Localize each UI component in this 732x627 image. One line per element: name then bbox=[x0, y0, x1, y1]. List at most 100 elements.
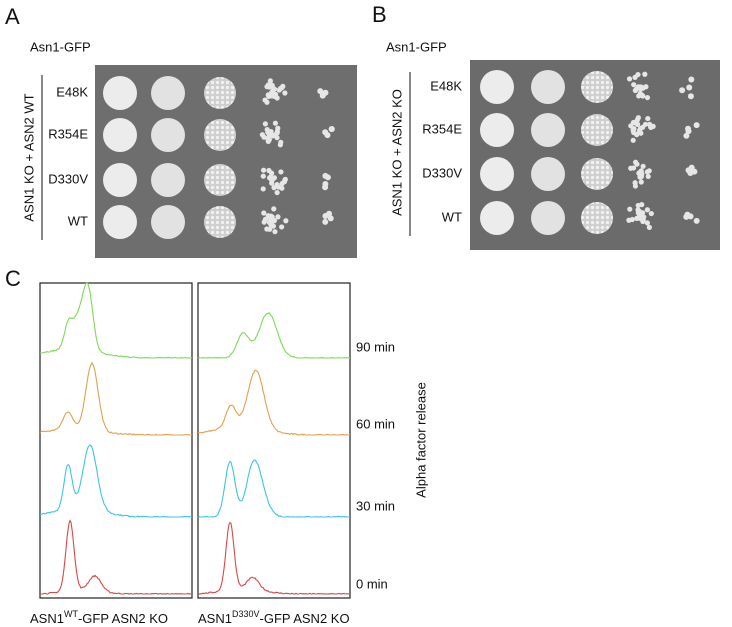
colony bbox=[631, 82, 637, 88]
axis-label: Alpha factor release bbox=[413, 382, 428, 498]
colony bbox=[631, 129, 637, 136]
colony bbox=[627, 206, 633, 212]
colony bbox=[268, 130, 274, 137]
row-label: R354E bbox=[48, 126, 88, 141]
histogram-curve bbox=[39, 361, 193, 436]
colony bbox=[269, 177, 276, 183]
time-label: 90 min bbox=[356, 339, 395, 354]
colony bbox=[644, 220, 650, 226]
time-label: 0 min bbox=[356, 576, 388, 591]
colony bbox=[262, 97, 268, 103]
colony bbox=[322, 218, 329, 225]
colony bbox=[644, 94, 651, 101]
colony bbox=[645, 115, 651, 122]
spot bbox=[480, 201, 514, 235]
spot bbox=[531, 113, 565, 147]
colony bbox=[322, 181, 329, 188]
colony bbox=[276, 87, 282, 93]
colony bbox=[630, 119, 637, 126]
colony bbox=[319, 92, 326, 99]
colony bbox=[687, 93, 694, 100]
colony bbox=[645, 173, 651, 180]
spot bbox=[103, 118, 137, 152]
colony bbox=[640, 163, 646, 169]
colony bbox=[274, 189, 280, 196]
colony bbox=[638, 130, 644, 136]
column-label: ASN1WT-GFP ASN2 KO bbox=[30, 609, 168, 626]
colony bbox=[322, 213, 329, 220]
spot bbox=[480, 157, 514, 191]
colony bbox=[266, 167, 272, 174]
colony bbox=[686, 84, 693, 91]
colony bbox=[646, 224, 652, 231]
label-prefix: ASN1 bbox=[198, 611, 232, 626]
colony bbox=[272, 120, 279, 126]
spot bbox=[204, 206, 236, 238]
colony bbox=[275, 184, 282, 190]
time-label: 30 min bbox=[356, 498, 395, 513]
colony bbox=[260, 173, 266, 179]
colony bbox=[283, 218, 289, 224]
spot bbox=[531, 201, 565, 235]
spot bbox=[581, 114, 613, 146]
histogram-curve bbox=[40, 444, 192, 518]
colony bbox=[278, 169, 284, 175]
colony bbox=[638, 179, 644, 185]
colony bbox=[280, 83, 286, 89]
spot bbox=[204, 119, 236, 151]
time-label: 60 min bbox=[356, 416, 395, 431]
colony bbox=[634, 161, 640, 167]
colony bbox=[634, 117, 640, 123]
histogram-curve bbox=[198, 369, 351, 436]
colony bbox=[282, 176, 288, 182]
colony bbox=[260, 186, 266, 192]
colony bbox=[632, 180, 638, 186]
spot bbox=[480, 113, 514, 147]
row-label: D330V bbox=[48, 171, 88, 186]
colony bbox=[630, 137, 636, 143]
colony bbox=[644, 169, 650, 175]
spot bbox=[480, 70, 514, 104]
label-prefix: ASN1 bbox=[30, 611, 64, 626]
colony bbox=[693, 122, 700, 129]
colony bbox=[644, 207, 650, 213]
colony bbox=[637, 84, 643, 90]
colony bbox=[626, 217, 632, 223]
label-superscript: WT bbox=[64, 609, 78, 619]
panel-label: A bbox=[5, 4, 20, 29]
label-suffix: -GFP ASN2 KO bbox=[260, 611, 350, 626]
row-label: E48K bbox=[56, 84, 88, 99]
histogram-curve bbox=[197, 312, 351, 359]
colony bbox=[261, 210, 267, 216]
spot bbox=[581, 158, 613, 190]
colony bbox=[648, 210, 654, 217]
colony bbox=[260, 167, 267, 173]
colony bbox=[261, 134, 267, 140]
spot bbox=[204, 77, 236, 109]
spot bbox=[151, 205, 185, 239]
colony bbox=[272, 229, 278, 235]
panel-label: C bbox=[5, 266, 21, 291]
colony bbox=[268, 222, 274, 228]
colony bbox=[277, 142, 283, 148]
spot bbox=[151, 163, 185, 197]
colony bbox=[632, 74, 638, 80]
spot bbox=[103, 205, 137, 239]
histogram-curve bbox=[39, 282, 192, 359]
spot bbox=[531, 157, 565, 191]
colony bbox=[631, 126, 637, 132]
colony bbox=[279, 180, 285, 187]
colony bbox=[647, 121, 653, 127]
colony bbox=[267, 78, 274, 84]
colony bbox=[693, 217, 700, 224]
colony bbox=[279, 224, 285, 230]
colony bbox=[639, 202, 645, 208]
row-label: WT bbox=[442, 209, 462, 224]
colony bbox=[271, 185, 277, 191]
panel-label: B bbox=[372, 2, 387, 27]
colony bbox=[262, 121, 268, 127]
histogram-box bbox=[197, 282, 351, 599]
histogram-box bbox=[39, 282, 193, 599]
colony bbox=[324, 174, 331, 181]
